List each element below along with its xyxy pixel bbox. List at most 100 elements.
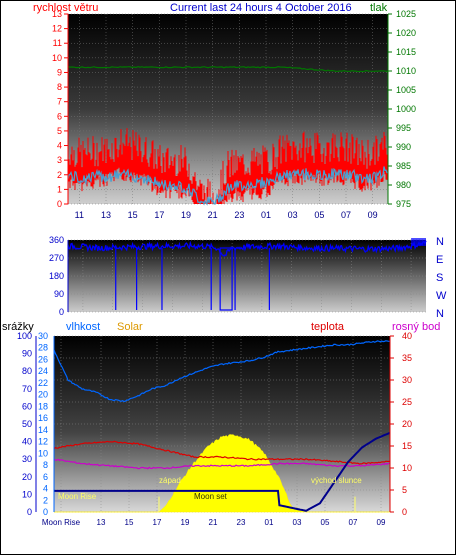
x-tick-label: 07 — [341, 210, 351, 220]
rain-tick-label: 60 — [22, 401, 32, 411]
pressure-tick-label: 1010 — [396, 66, 416, 76]
rain-tick-label: 80 — [22, 366, 32, 376]
x-tick-label: 09 — [368, 210, 378, 220]
pressure-tick-label: 1005 — [396, 85, 416, 95]
pressure-line — [67, 65, 389, 73]
x-tick-label: 05 — [321, 518, 330, 527]
humidity-tick-label: 0 — [43, 507, 48, 517]
x-tick-label: 05 — [314, 210, 324, 220]
x-tick-label: 23 — [234, 210, 244, 220]
chart-title: Current last 24 hours 4 October 2016 — [170, 2, 352, 14]
x-tick-label: 03 — [288, 210, 298, 220]
rain-tick-label: 30 — [22, 454, 32, 464]
temperature-tick-label: 20 — [402, 419, 412, 429]
humidity-tick-label: 6 — [43, 472, 48, 482]
direction-tick-label: 360 — [49, 235, 64, 245]
rain-tick-label: 50 — [22, 419, 32, 429]
x-tick-label: 13 — [97, 518, 106, 527]
solar-axis-label: Solar — [117, 321, 143, 333]
x-tick-label: 11 — [75, 210, 84, 220]
temperature-tick-label: 5 — [402, 485, 407, 495]
temperature-tick-label: 0 — [402, 507, 407, 517]
pressure-tick-label: 1020 — [396, 28, 416, 38]
pressure-tick-label: 990 — [396, 142, 411, 152]
wind-tick-label: 6 — [57, 111, 62, 121]
x-tick-label: 17 — [154, 210, 164, 220]
x-tick-label: 15 — [125, 518, 134, 527]
wind-tick-label: 0 — [57, 199, 62, 209]
wind-tick-label: 7 — [57, 97, 62, 107]
wind-tick-label: 11 — [53, 38, 62, 48]
direction-chart-plot-area — [68, 240, 426, 312]
axis-tick-labels: 0123456789101112139759809859909951000100… — [17, 9, 447, 527]
pressure-tick-label: 1025 — [396, 9, 416, 19]
wind-tick-label: 3 — [57, 155, 62, 165]
pressure-tick-label: 995 — [396, 123, 411, 133]
pressure-tick-label: 1000 — [396, 104, 416, 114]
rain-tick-label: 40 — [22, 437, 32, 447]
temperature-chart-grid — [54, 335, 390, 513]
wind-direction-line — [67, 240, 427, 257]
x-tick-label: 21 — [209, 518, 218, 527]
humidity-axis-label: vlhkost — [66, 321, 100, 333]
direction-tick-label: 180 — [49, 271, 64, 281]
humidity-tick-label: 22 — [38, 378, 48, 388]
wind-tick-label: 13 — [52, 9, 62, 19]
compass-label: W — [436, 290, 447, 302]
humidity-tick-label: 2 — [43, 495, 48, 505]
rain-tick-label: 90 — [22, 349, 32, 359]
rain-axis-label: srážky — [2, 321, 34, 333]
x-tick-label: 01 — [265, 518, 274, 527]
pressure-tick-label: 975 — [396, 199, 411, 209]
direction-tick-label: 270 — [49, 253, 64, 263]
humidity-tick-label: 4 — [43, 484, 48, 494]
humidity-tick-label: 28 — [38, 343, 48, 353]
x-tick-label: 03 — [293, 518, 302, 527]
wind-tick-label: 5 — [57, 126, 62, 136]
x-tick-label: 17 — [153, 518, 162, 527]
temperature-axis-label: teplota — [311, 321, 345, 333]
wind-tick-label: 9 — [57, 67, 62, 77]
rain-tick-label: 10 — [22, 489, 32, 499]
temperature-tick-label: 10 — [402, 463, 412, 473]
humidity-tick-label: 8 — [43, 460, 48, 470]
rain-tick-label: 70 — [22, 384, 32, 394]
sunset-annotation: západ — [159, 476, 181, 485]
humidity-tick-label: 16 — [38, 413, 48, 423]
x-tick-label: 13 — [101, 210, 111, 220]
compass-label: N — [436, 236, 444, 248]
pressure-tick-label: 985 — [396, 161, 411, 171]
pressure-axis-label: tlak — [370, 2, 388, 14]
wind-tick-label: 10 — [52, 53, 62, 63]
humidity-tick-label: 18 — [38, 401, 48, 411]
humidity-tick-label: 12 — [38, 437, 48, 447]
moonrise-annotation: Moon Rise — [58, 492, 97, 501]
moonset-annotation: Moon set — [194, 492, 228, 501]
wind-tick-label: 8 — [57, 82, 62, 92]
x-tick-label: 15 — [128, 210, 138, 220]
x-tick-label: 07 — [349, 518, 358, 527]
x-tick-label: 21 — [208, 210, 218, 220]
temperature-line — [53, 440, 391, 465]
sunrise-annotation: východ slunce — [311, 476, 362, 485]
chart-marks — [53, 65, 427, 513]
x-tick-label: Moon Rise — [42, 518, 81, 527]
solar-area — [54, 434, 390, 513]
x-tick-label: 09 — [377, 518, 386, 527]
temperature-tick-label: 40 — [402, 331, 412, 341]
wind-tick-label: 1 — [57, 184, 62, 194]
rain-tick-label: 20 — [22, 472, 32, 482]
wind-average-line — [67, 166, 389, 206]
x-tick-label: 01 — [261, 210, 271, 220]
wind-axis-label: rychlost větru — [33, 2, 98, 14]
pressure-tick-label: 980 — [396, 180, 411, 190]
x-tick-label: 19 — [181, 210, 191, 220]
pressure-tick-label: 1015 — [396, 47, 416, 57]
humidity-tick-label: 20 — [38, 390, 48, 400]
humidity-tick-label: 30 — [38, 331, 48, 341]
dewpoint-line — [53, 458, 391, 470]
compass-label: N — [436, 308, 444, 320]
rain-tick-label: 0 — [27, 507, 32, 517]
wind-tick-label: 4 — [57, 141, 62, 151]
